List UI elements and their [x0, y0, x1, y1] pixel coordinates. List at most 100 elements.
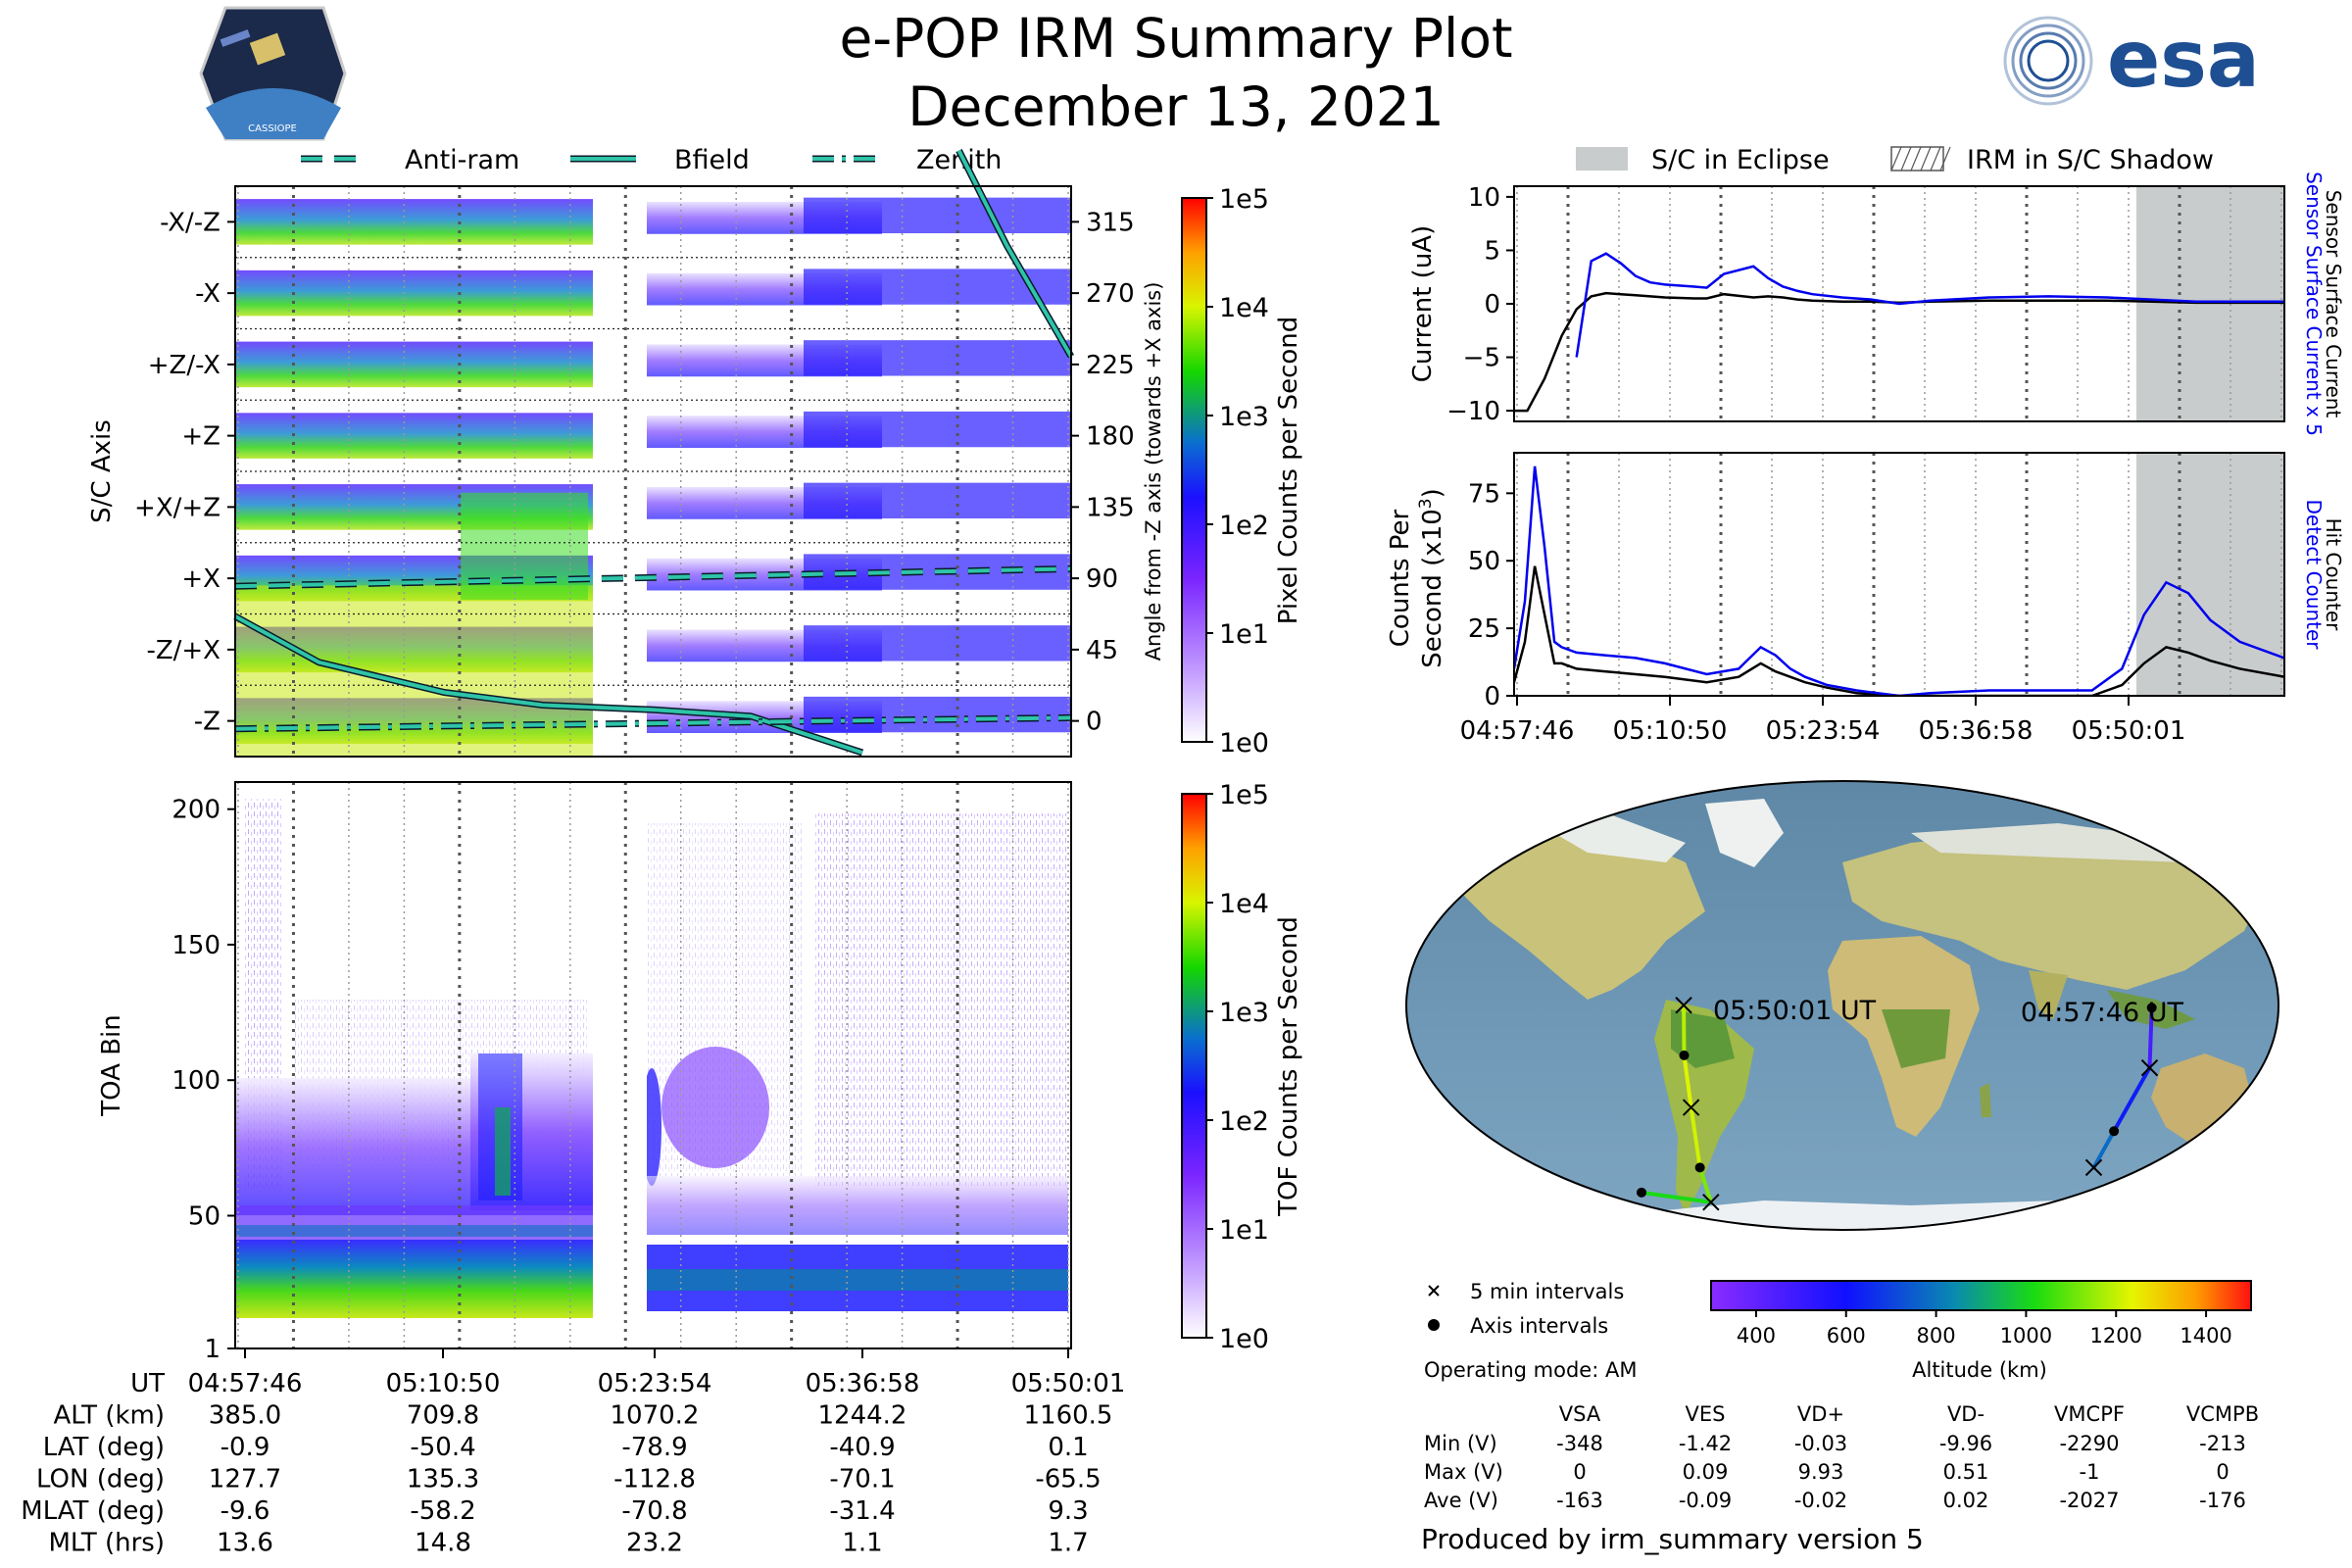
angle-tick-label: 0 — [1086, 708, 1102, 737]
y-tick-label: 5 — [1484, 236, 1500, 266]
stats-cell: 0.51 — [1943, 1460, 1989, 1484]
hatch-stroke — [1920, 146, 1932, 172]
stats-cell: -348 — [1556, 1432, 1603, 1455]
altitude-tick-label: 1000 — [2000, 1324, 2052, 1348]
ephemeris-cell: 709.8 — [407, 1401, 479, 1431]
orbit-segment — [2112, 1065, 2152, 1134]
series-line — [1514, 466, 2284, 696]
stats-cell: -0.03 — [1794, 1432, 1847, 1455]
right-series-label: Hit Counter — [2322, 518, 2345, 631]
y-tick-label: 0 — [1484, 290, 1500, 319]
axis-row-label: +Z — [181, 422, 220, 452]
toa-spectrogram: 200 150 100 50 1 TOA Bin — [97, 781, 1072, 1364]
hatch-swatch — [1890, 146, 1951, 172]
heat-band — [804, 482, 1071, 519]
five-min-marker — [1682, 1099, 1700, 1116]
axis-row-label: +X — [181, 564, 220, 594]
stats-header: VCMPB — [2186, 1402, 2259, 1426]
ephemeris-cell: 1244.2 — [818, 1401, 907, 1431]
altitude-tick-label: 1400 — [2180, 1324, 2231, 1348]
stats-cell: 0.09 — [1683, 1460, 1729, 1484]
plot-frame — [234, 781, 1072, 1349]
eclipse-swatch — [1576, 147, 1628, 171]
colorbar-tick-label: 1e2 — [1219, 1106, 1269, 1137]
axis-interval-dot — [1637, 1187, 1647, 1198]
stats-cell: -2027 — [2059, 1489, 2119, 1512]
toa-tick-labels: 200 150 100 50 1 — [172, 796, 235, 1364]
time-gridlines — [1516, 186, 2282, 421]
ephemeris-cell: 385.0 — [209, 1401, 281, 1431]
colorbar-tick-label: 1e5 — [1219, 184, 1269, 215]
stats-row-label: Max (V) — [1424, 1460, 1503, 1484]
y-tick-label: 0 — [1484, 682, 1500, 711]
cassiope-logo-text: CASSIOPE — [248, 123, 297, 134]
current-series — [1514, 252, 2284, 413]
esa-logo: esa — [2003, 14, 2260, 106]
colorbar-tick-label: 1e3 — [1219, 998, 1269, 1028]
stats-cell: -1.42 — [1679, 1432, 1732, 1455]
five-min-marker — [2140, 1058, 2159, 1077]
colorbar-tick-label: 1e3 — [1219, 402, 1269, 432]
stats-cell: 0 — [1573, 1460, 1586, 1484]
axis-tick-labels-left: -X/-Z -X +Z/-X +Z +X/+Z +X -Z/+X -Z — [134, 208, 235, 737]
tof-colorbar: 1e5 1e4 1e3 1e2 1e1 1e0 TOF Counts per Second — [1181, 780, 1303, 1354]
angle-tick-label: 135 — [1086, 493, 1135, 522]
heat-band — [235, 270, 593, 317]
ephemeris-cell: -50.4 — [410, 1433, 475, 1462]
stats-cell: 0.02 — [1943, 1489, 1989, 1512]
stats-cell: -163 — [1556, 1489, 1603, 1512]
ephemeris-row-label: LAT (deg) — [43, 1433, 165, 1462]
y-tick-label: −5 — [1463, 344, 1500, 373]
stats-cell: -176 — [2199, 1489, 2246, 1512]
ephemeris-cell: -65.5 — [1035, 1465, 1101, 1494]
axis-row-label: -X/-Z — [160, 208, 220, 237]
heat-band — [804, 197, 1071, 234]
orbit-segment — [1682, 1053, 1693, 1110]
counts-ylabel-line2: Second (x103) — [1416, 488, 1447, 668]
ephemeris-cell: 13.6 — [217, 1529, 273, 1558]
colorbar-tick-label: 1e0 — [1219, 728, 1269, 759]
orbit-end-label: 05:50:01 UT — [1713, 996, 1877, 1026]
axis-interval-dot — [1694, 1162, 1705, 1173]
time-tick-label: 05:36:58 — [1919, 716, 2034, 746]
colorbar-tick-label: 1e4 — [1219, 889, 1269, 919]
hatch-stroke — [1890, 146, 1902, 172]
toa-tick-label: 200 — [172, 796, 220, 825]
y-tick-label: 75 — [1468, 479, 1500, 509]
sc-axis-heat-bands — [235, 197, 1071, 757]
series-anti-ram — [234, 564, 1072, 590]
ephemeris-cell: 1070.2 — [611, 1401, 700, 1431]
ephemeris-cell: 1.1 — [842, 1529, 882, 1558]
stats-cell: -0.09 — [1679, 1489, 1732, 1512]
sc-axis-spectrogram: -X/-Z -X +Z/-X +Z +X/+Z +X -Z/+X -Z 315 270 225 18… — [87, 149, 1165, 758]
ephemeris-cell: -112.8 — [613, 1465, 696, 1494]
stats-row-label: Ave (V) — [1424, 1489, 1498, 1512]
series-bfield — [233, 612, 864, 757]
five-min-marker — [1675, 997, 1692, 1014]
ephemeris-cell: 05:10:50 — [386, 1369, 501, 1398]
ephemeris-row-label: LON (deg) — [36, 1465, 165, 1494]
hatch-stroke — [1939, 146, 1951, 172]
orbit-segment — [1697, 1165, 1713, 1204]
heat-band — [804, 696, 1071, 733]
series-line — [1514, 565, 2284, 696]
ephemeris-cell: -78.9 — [621, 1433, 687, 1462]
sc-axis-ylabel: S/C Axis — [87, 419, 117, 523]
time-gridlines — [237, 186, 1069, 757]
y-tick-label: −10 — [1446, 397, 1500, 426]
stats-header: VES — [1686, 1402, 1726, 1426]
stats-header: VSA — [1559, 1402, 1601, 1426]
time-gridlines — [237, 782, 1069, 1348]
ephemeris-cell: 0.1 — [1048, 1433, 1088, 1462]
orbit-segment — [2147, 1005, 2154, 1070]
ephemeris-table: UT 04:57:46 05:10:50 05:23:54 05:36:58 05:50:… — [21, 1348, 1125, 1558]
ephemeris-cell: -40.9 — [829, 1433, 895, 1462]
counts-panel: 75 50 25 0 Counts Per Second (x103) Detect … — [1386, 452, 2345, 746]
current-ylabel: Current (uA) — [1408, 225, 1438, 382]
direction-legend: Anti-ram Bfield Zenith — [301, 145, 1002, 175]
pixel-colorbar-ticks: 1e5 1e4 1e3 1e2 1e1 1e0 — [1206, 184, 1269, 759]
colorbar-tick-label: 1e0 — [1219, 1324, 1269, 1354]
series-line — [234, 614, 863, 755]
right-series-label: Sensor Surface Current x 5 — [2302, 172, 2326, 436]
